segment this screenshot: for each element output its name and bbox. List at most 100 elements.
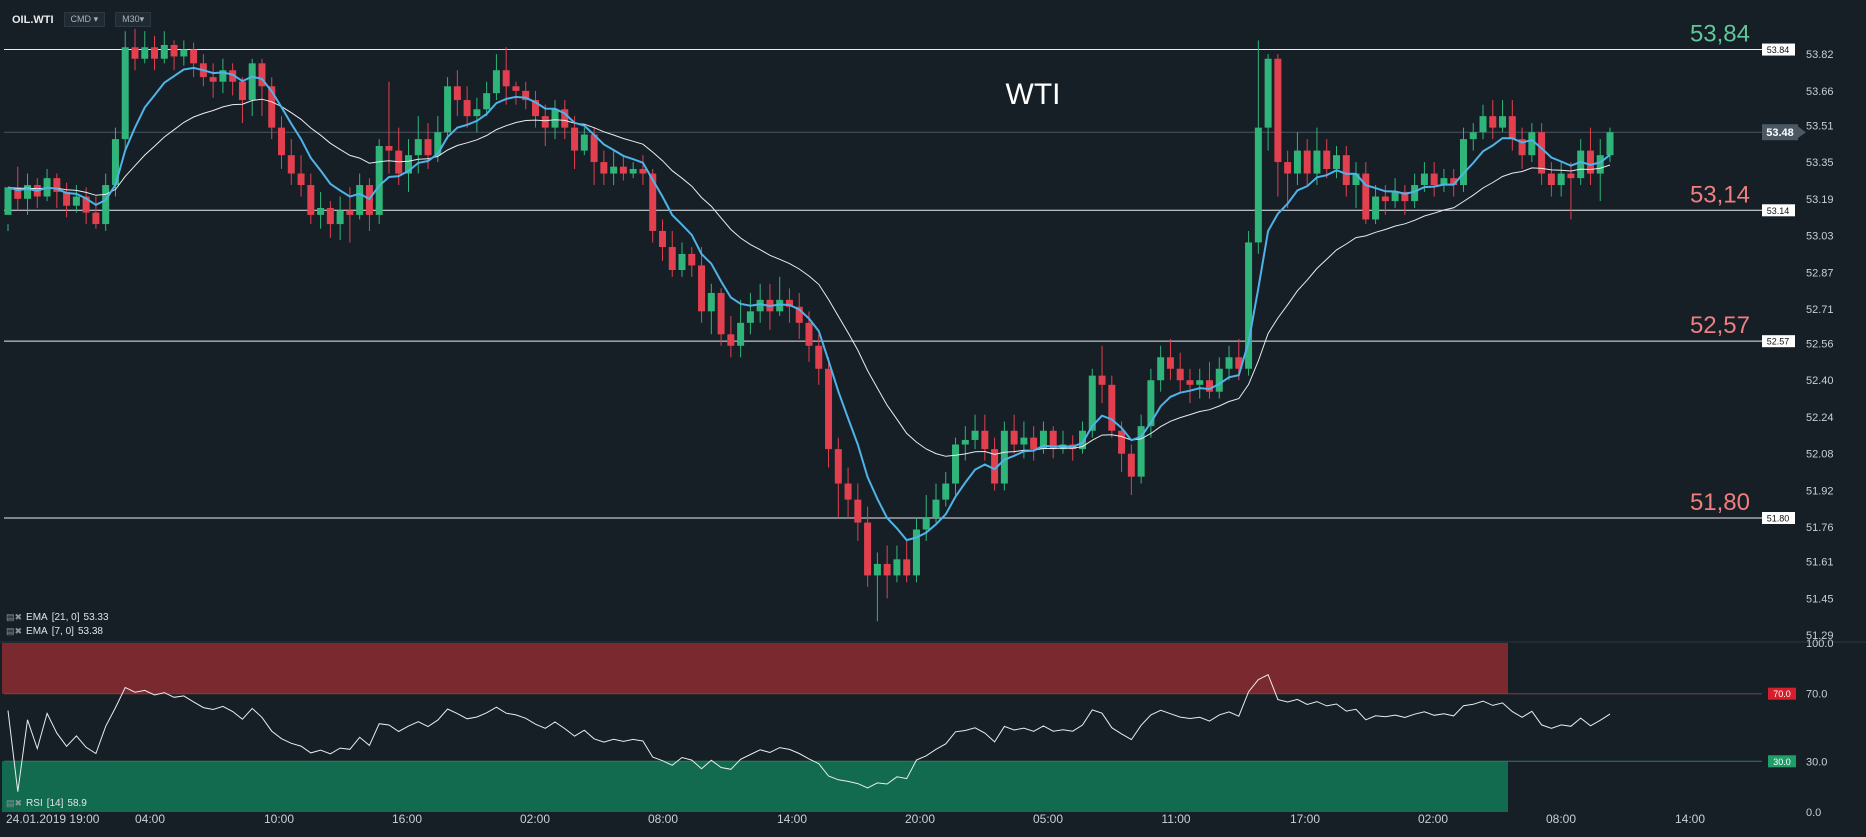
candle xyxy=(346,210,354,215)
candle xyxy=(1303,150,1311,174)
candle xyxy=(1577,150,1585,179)
x-tick-label: 02:00 xyxy=(1418,812,1448,826)
candle xyxy=(1342,155,1350,186)
candle xyxy=(1420,173,1428,186)
level-label: 51,80 xyxy=(1690,489,1750,516)
candle xyxy=(952,444,960,484)
candle xyxy=(1137,426,1145,477)
chart-header: OIL.WTI CMD ▾ M30▾ xyxy=(12,12,152,27)
current-price-text: 53.48 xyxy=(1766,127,1794,139)
settings-icon[interactable]: ▤✖ xyxy=(6,626,23,636)
candle xyxy=(1039,430,1047,450)
rsi-tick-label: 0.0 xyxy=(1806,807,1821,819)
candle xyxy=(82,196,90,213)
candle xyxy=(414,139,422,156)
candle xyxy=(14,187,22,199)
candle xyxy=(942,483,950,500)
candle xyxy=(893,559,901,576)
candle xyxy=(1157,357,1165,381)
level-tag xyxy=(1762,204,1795,217)
candle xyxy=(1147,380,1155,427)
candle xyxy=(434,132,442,156)
candle xyxy=(1020,437,1028,445)
current-price-tag xyxy=(1762,124,1798,141)
candle xyxy=(180,49,188,57)
candle xyxy=(600,162,608,174)
candle xyxy=(1479,116,1487,133)
candle xyxy=(151,47,159,59)
candle xyxy=(209,77,217,82)
x-tick-label: 05:00 xyxy=(1033,812,1063,826)
y-tick-label: 53.51 xyxy=(1806,120,1834,132)
candle xyxy=(63,191,71,206)
rsi-value: 58.9 xyxy=(67,798,87,809)
candle xyxy=(1586,150,1594,174)
x-tick-label: 14:00 xyxy=(1675,812,1705,826)
candle xyxy=(883,563,891,576)
candle xyxy=(473,109,481,117)
candle xyxy=(649,173,657,231)
candle xyxy=(658,230,666,248)
y-tick-label: 53.66 xyxy=(1806,86,1834,98)
candle xyxy=(815,345,823,369)
candle xyxy=(111,139,119,186)
rsi-name: RSI xyxy=(26,798,43,809)
x-tick-label: 04:00 xyxy=(135,812,165,826)
rsi-params: [14] xyxy=(46,798,64,809)
candle xyxy=(326,208,334,225)
level-label: 52,57 xyxy=(1690,312,1750,339)
candle xyxy=(1557,173,1565,186)
y-tick-label: 51.61 xyxy=(1806,557,1834,569)
candle xyxy=(1381,196,1389,202)
settings-icon[interactable]: ▤✖ xyxy=(6,798,23,808)
x-tick-label: 08:00 xyxy=(648,812,678,826)
y-tick-label: 51.76 xyxy=(1806,522,1834,534)
level-tag-text: 51.80 xyxy=(1767,514,1790,524)
y-tick-label: 52.71 xyxy=(1806,304,1834,316)
ema-fast-line xyxy=(7,66,1611,542)
candle xyxy=(795,306,803,323)
rsi-overbought-zone xyxy=(2,643,1508,694)
candle xyxy=(580,134,588,151)
candle xyxy=(53,178,61,192)
candle xyxy=(1401,191,1409,202)
symbol-label[interactable]: OIL.WTI xyxy=(12,13,54,26)
candle xyxy=(1411,185,1419,202)
candle xyxy=(1118,430,1126,454)
candle xyxy=(1186,380,1194,385)
candle xyxy=(746,311,754,323)
rsi-70-tag-text: 70.0 xyxy=(1773,689,1791,699)
candle xyxy=(717,292,725,335)
candle xyxy=(1254,127,1262,243)
candle xyxy=(1596,155,1604,174)
candle xyxy=(1225,357,1233,369)
candle xyxy=(1440,178,1448,186)
candle xyxy=(1508,116,1516,140)
candle xyxy=(1332,155,1340,169)
rsi-legend: ▤✖ RSI [14] 58.9 xyxy=(6,798,87,809)
candle xyxy=(864,522,872,576)
instrument-type-dropdown[interactable]: CMD ▾ xyxy=(63,12,106,27)
candle xyxy=(1000,430,1008,484)
candle xyxy=(229,70,237,82)
rsi-70-tag xyxy=(1768,687,1796,700)
candle xyxy=(1489,116,1497,128)
candle xyxy=(991,449,999,484)
candle xyxy=(1469,132,1477,140)
candle xyxy=(121,47,129,140)
candle xyxy=(72,196,80,206)
y-tick-label: 51.29 xyxy=(1806,630,1834,642)
candle xyxy=(1450,178,1458,186)
candle xyxy=(678,253,686,270)
timeframe-dropdown[interactable]: M30▾ xyxy=(115,12,152,27)
candle xyxy=(756,299,764,312)
candle xyxy=(825,368,833,450)
candle xyxy=(961,439,969,445)
x-tick-label: 14:00 xyxy=(777,812,807,826)
candle xyxy=(1528,132,1536,156)
settings-icon[interactable]: ▤✖ xyxy=(6,612,23,622)
candle xyxy=(1176,368,1184,381)
level-tag xyxy=(1762,512,1795,524)
candle xyxy=(1284,162,1292,174)
